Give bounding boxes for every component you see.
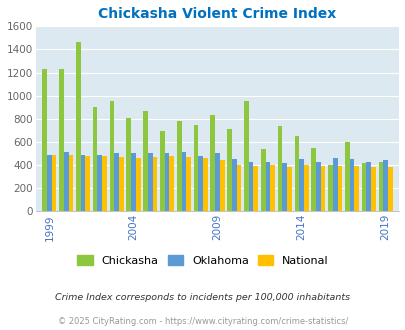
Bar [143,111,147,211]
Bar [286,167,291,211]
Bar [76,43,81,211]
Bar [344,142,349,211]
Bar [370,167,375,211]
Bar [59,69,64,211]
Bar [109,101,114,211]
Bar [382,160,387,211]
Bar [97,155,102,211]
Text: Crime Index corresponds to incidents per 100,000 inhabitants: Crime Index corresponds to incidents per… [55,292,350,302]
Bar [42,69,47,211]
Title: Chickasha Violent Crime Index: Chickasha Violent Crime Index [98,7,336,21]
Bar [198,156,202,211]
Bar [102,156,107,211]
Bar [47,155,52,211]
Bar [377,162,382,211]
Bar [131,153,136,211]
Bar [320,166,325,211]
Bar [354,166,358,211]
Bar [349,159,354,211]
Bar [160,131,164,211]
Bar [294,136,298,211]
Bar [332,158,337,211]
Bar [361,163,366,211]
Bar [181,152,186,211]
Bar [152,157,157,211]
Bar [337,166,341,211]
Bar [220,160,224,211]
Bar [177,121,181,211]
Bar [366,162,370,211]
Bar [236,165,241,211]
Bar [81,155,85,211]
Bar [315,162,320,211]
Bar [231,159,236,211]
Bar [260,149,265,211]
Bar [270,165,274,211]
Bar [164,153,169,211]
Bar [327,165,332,211]
Text: © 2025 CityRating.com - https://www.cityrating.com/crime-statistics/: © 2025 CityRating.com - https://www.city… [58,317,347,326]
Bar [93,107,97,211]
Bar [243,101,248,211]
Bar [227,129,231,211]
Bar [169,156,174,211]
Bar [126,117,131,211]
Bar [147,153,152,211]
Legend: Chickasha, Oklahoma, National: Chickasha, Oklahoma, National [72,250,333,270]
Bar [64,152,68,211]
Bar [52,155,56,211]
Bar [119,157,124,211]
Bar [193,124,198,211]
Bar [298,159,303,211]
Bar [303,165,308,211]
Bar [114,153,119,211]
Bar [210,115,215,211]
Bar [253,166,258,211]
Bar [136,158,140,211]
Bar [387,167,392,211]
Bar [202,158,207,211]
Bar [68,155,73,211]
Bar [311,148,315,211]
Bar [186,157,190,211]
Bar [215,153,220,211]
Bar [85,156,90,211]
Bar [277,126,282,211]
Bar [282,163,286,211]
Bar [248,162,253,211]
Bar [265,162,270,211]
